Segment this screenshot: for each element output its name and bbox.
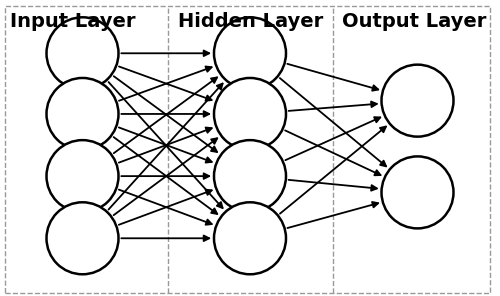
Ellipse shape [214, 140, 286, 212]
Ellipse shape [382, 65, 454, 137]
Ellipse shape [46, 78, 118, 150]
Ellipse shape [382, 156, 454, 229]
Text: Output Layer: Output Layer [342, 12, 487, 31]
Ellipse shape [46, 202, 118, 274]
Ellipse shape [214, 17, 286, 89]
Ellipse shape [46, 17, 118, 89]
Ellipse shape [214, 78, 286, 150]
Text: Input Layer: Input Layer [10, 12, 136, 31]
Ellipse shape [214, 202, 286, 274]
Ellipse shape [46, 140, 118, 212]
Text: Hidden Layer: Hidden Layer [178, 12, 323, 31]
